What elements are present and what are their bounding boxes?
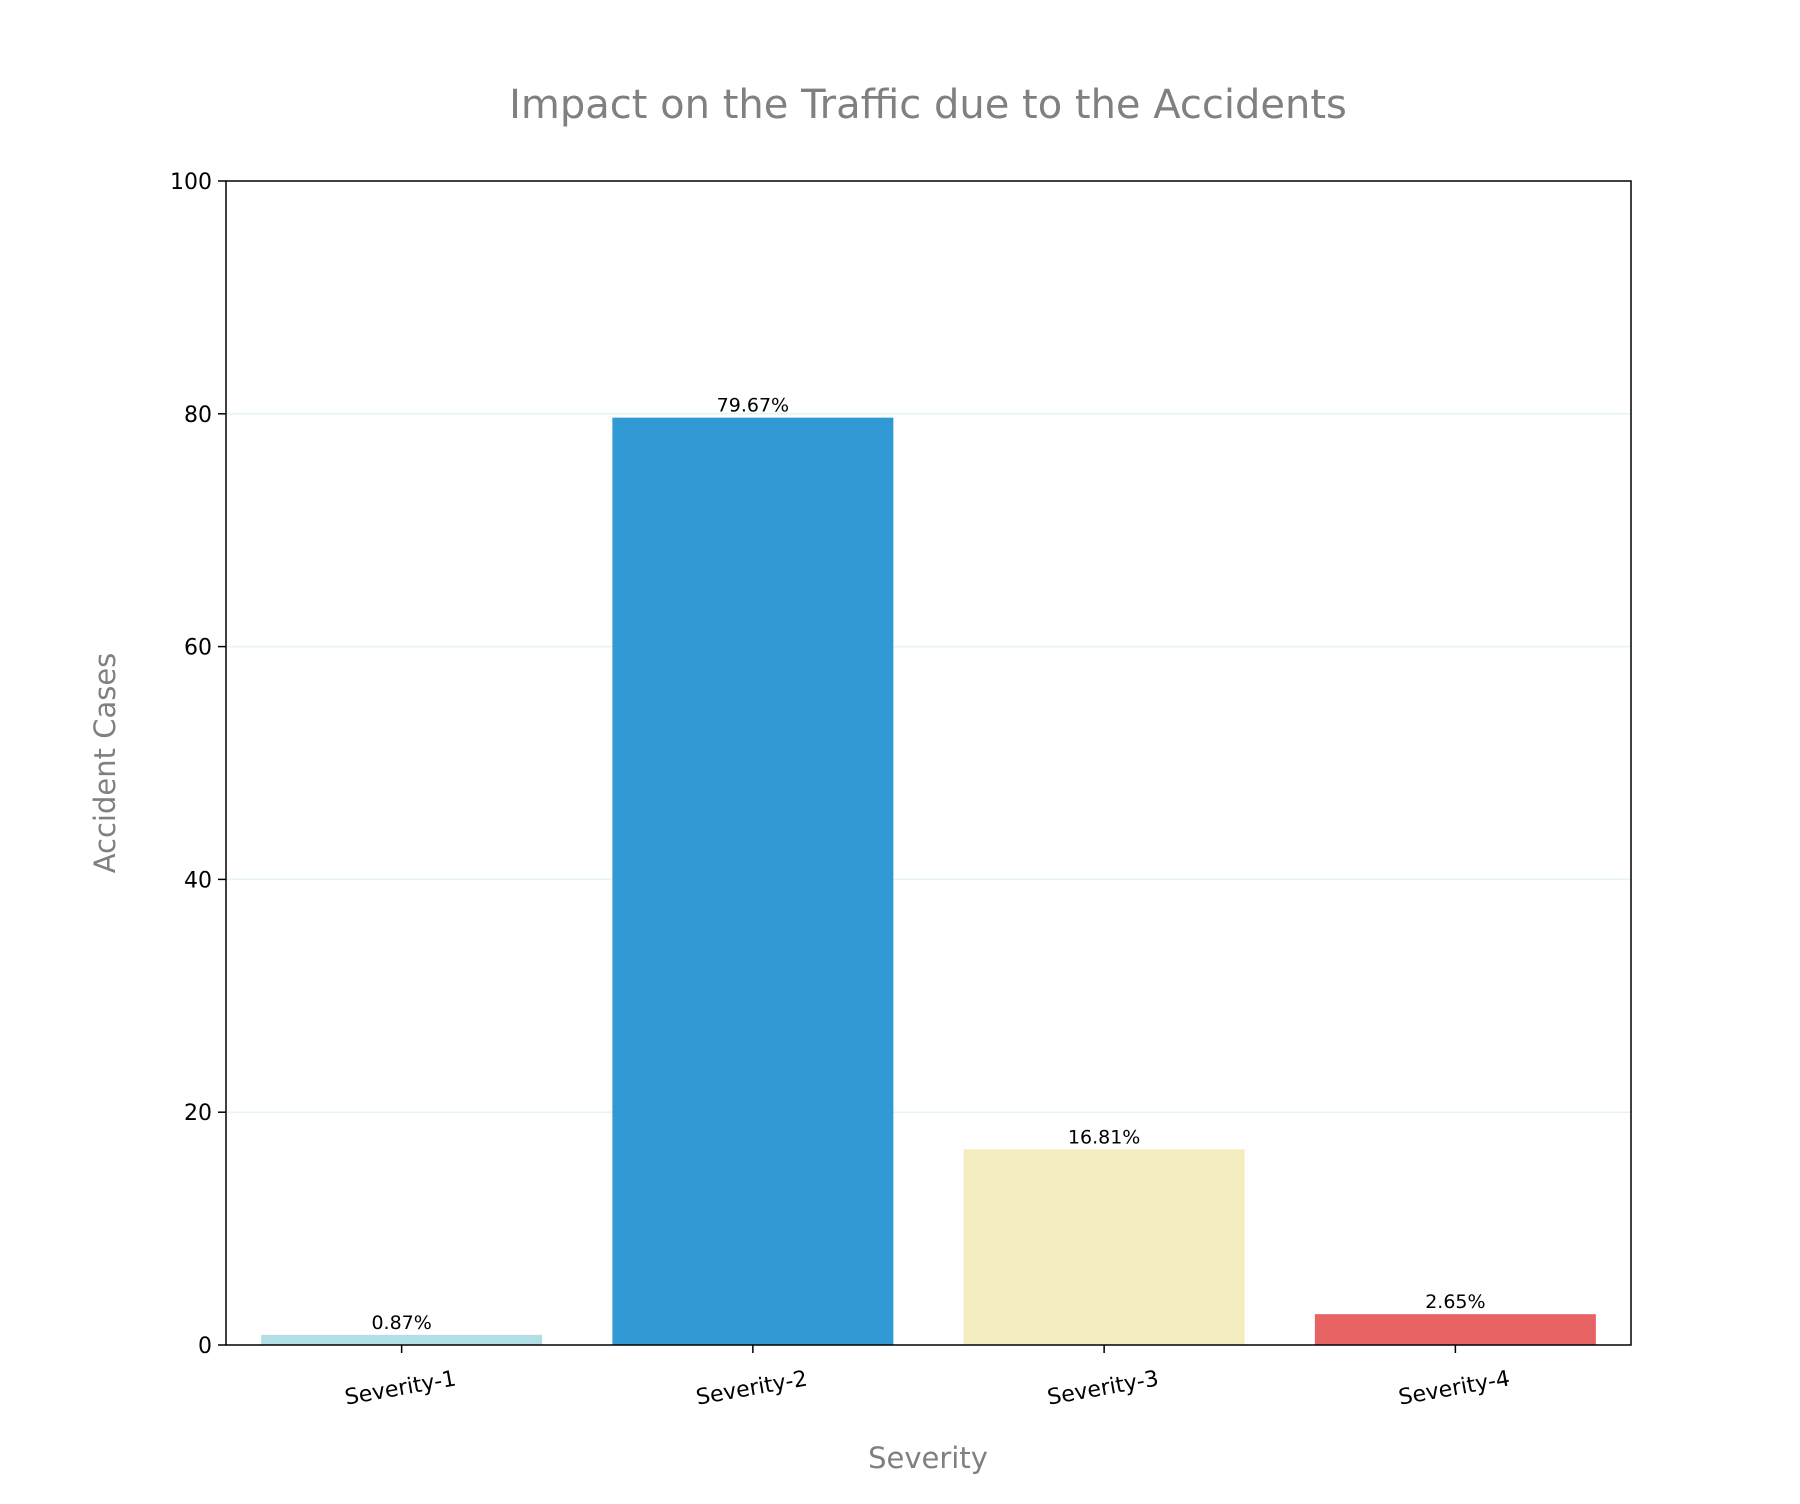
bar-value-label: 2.65% <box>1425 1291 1485 1313</box>
y-tick-label: 80 <box>184 403 212 428</box>
bar <box>1314 1314 1596 1345</box>
y-axis-ticks: 0 20 40 60 80 100 <box>170 170 226 1359</box>
x-axis-ticks: Severity-1 Severity-2 Severity-3 Severity-4 <box>343 1345 1512 1411</box>
y-tick-label: 100 <box>170 170 212 195</box>
x-tick-label: Severity-3 <box>1045 1367 1160 1411</box>
y-tick-label: 60 <box>184 636 212 661</box>
bars <box>261 417 1596 1345</box>
x-tick-label: Severity-1 <box>343 1367 458 1411</box>
plot-frame <box>225 180 1632 1346</box>
y-tick-label: 0 <box>198 1334 212 1359</box>
x-tick-label: Severity-2 <box>694 1367 809 1411</box>
bar <box>612 417 894 1345</box>
x-axis-label: Severity <box>868 1441 988 1475</box>
bar-value-label: 0.87% <box>371 1312 431 1334</box>
y-tick-label: 40 <box>184 868 212 893</box>
x-tick-label: Severity-4 <box>1397 1367 1512 1411</box>
chart-title: Impact on the Traffic due to the Acciden… <box>509 82 1347 128</box>
bar-value-label: 16.81% <box>1068 1126 1140 1148</box>
bar-value-label: 79.67% <box>717 395 789 417</box>
bar-value-labels: 0.87% 79.67% 16.81% 2.65% <box>371 395 1485 1334</box>
bar <box>963 1149 1245 1345</box>
y-axis-label: Accident Cases <box>88 653 122 874</box>
gridlines <box>226 413 1631 1113</box>
bar <box>261 1334 543 1345</box>
y-tick-label: 20 <box>184 1101 212 1126</box>
